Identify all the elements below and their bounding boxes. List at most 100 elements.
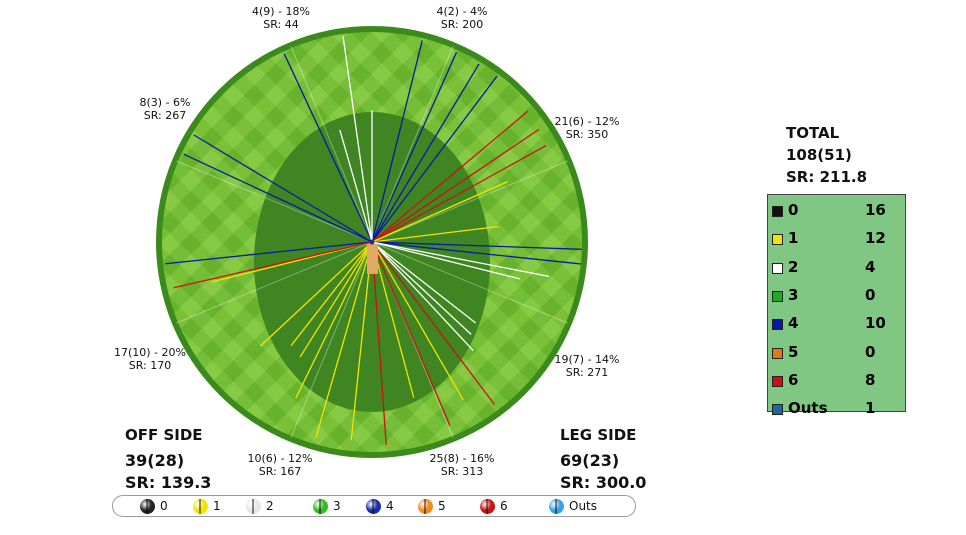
legend-swatch	[772, 375, 783, 387]
total-sr: SR: 211.8	[786, 168, 868, 186]
zone-divider	[175, 160, 373, 243]
shot-line-6	[371, 144, 547, 243]
shot-line-0	[371, 51, 458, 243]
legend-run-type: 6	[788, 370, 799, 389]
legend-run-type: 4	[788, 314, 799, 333]
zone-label-right-lower: 19(7) - 14% SR: 271	[554, 353, 620, 379]
run-type-legend: 0 16 1 12 2 4 3 0 4 10 5 0 6 8 Outs 1	[767, 194, 906, 417]
leg-side-title: LEG SIDE	[560, 426, 637, 444]
leg-side-summary: LEG SIDE 69(23) SR: 300.0	[560, 424, 646, 494]
off-side-score: 39(28)	[125, 451, 185, 470]
legend-run-type: Outs	[788, 399, 828, 418]
leg-side-score: 69(23)	[560, 451, 620, 470]
shot-line-1	[371, 63, 480, 243]
off-side-summary: OFF SIDE 39(28) SR: 139.3	[125, 424, 211, 494]
shot-line-25	[290, 241, 373, 346]
legend-run-type: 1	[788, 229, 799, 248]
shot-line-13	[371, 241, 476, 324]
shot-line-17	[371, 241, 464, 401]
bottom-legend-label: Outs	[569, 499, 598, 513]
legend-row-outs: Outs 1	[768, 399, 905, 421]
shot-line-22	[315, 241, 373, 438]
shot-line-26	[259, 241, 373, 347]
pitch	[367, 244, 378, 274]
shot-line-3	[371, 40, 423, 243]
batsman-point	[369, 239, 375, 245]
cricket-ball-icon	[140, 499, 155, 514]
zone-divider	[371, 45, 454, 243]
bottom-legend-label: 5	[438, 499, 446, 513]
cricket-ball-icon	[418, 499, 433, 514]
legend-count: 0	[865, 342, 876, 361]
shot-line-8	[371, 225, 499, 243]
legend-swatch	[772, 319, 783, 331]
legend-swatch	[772, 347, 783, 359]
legend-run-type: 5	[788, 342, 799, 361]
legend-row-4: 4 10	[768, 314, 905, 336]
shot-line-10	[371, 241, 581, 265]
legend-swatch	[772, 290, 783, 302]
shot-line-14	[371, 241, 472, 336]
bottom-legend-label: 0	[160, 499, 168, 513]
shot-line-15	[371, 241, 474, 351]
shot-line-18	[371, 241, 451, 426]
legend-run-type: 2	[788, 257, 799, 276]
bottom-legend-label: 6	[500, 499, 508, 513]
zone-divider	[290, 45, 373, 243]
shot-line-31	[183, 153, 373, 243]
legend-count: 16	[865, 201, 886, 219]
legend-run-type: 0	[788, 201, 799, 219]
bottom-legend: 0 1 2 3 4 5 6 Outs	[112, 495, 636, 517]
off-side-title: OFF SIDE	[125, 426, 203, 444]
leg-side-sr: SR: 300.0	[560, 473, 647, 492]
legend-swatch	[772, 404, 783, 416]
cricket-ball-icon	[366, 499, 381, 514]
shot-line-11	[371, 241, 550, 278]
shot-line-34	[342, 36, 373, 243]
legend-count: 0	[865, 285, 876, 304]
zone-label-bottom-left: 10(6) - 12% SR: 167	[247, 452, 313, 478]
shot-line-7	[371, 181, 508, 243]
zone-label-top-right: 4(2) - 4% SR: 200	[436, 5, 488, 31]
legend-swatch	[772, 262, 783, 274]
total-score: 108(51)	[786, 146, 852, 164]
shot-line-21	[350, 241, 373, 441]
cricket-ball-icon	[313, 499, 328, 514]
shot-line-16	[371, 241, 496, 405]
legend-swatch	[772, 234, 783, 246]
shot-line-29	[173, 241, 373, 289]
total-summary: TOTAL 108(51) SR: 211.8	[786, 122, 867, 188]
bottom-legend-label: 1	[213, 499, 221, 513]
zone-divider	[175, 241, 373, 324]
shot-line-4	[371, 110, 529, 243]
zone-label-fine-leg-top: 4(9) - 18% SR: 44	[252, 5, 310, 31]
off-side-sr: SR: 139.3	[125, 473, 212, 492]
shot-line-23	[295, 241, 373, 399]
zone-divider	[290, 241, 373, 439]
cricket-ball-icon	[549, 499, 564, 514]
shot-line-2	[371, 75, 498, 243]
shot-line-33	[339, 129, 373, 243]
bottom-legend-label: 4	[386, 499, 394, 513]
shot-line-24	[299, 241, 373, 358]
shot-line-32	[283, 53, 373, 243]
zone-divider	[371, 160, 569, 243]
shot-line-5	[371, 128, 540, 243]
legend-count: 1	[865, 399, 876, 418]
cricket-ball-icon	[246, 499, 261, 514]
legend-row-0: 0 16	[768, 201, 905, 223]
bottom-legend-label: 3	[333, 499, 341, 513]
zone-label-bottom-right: 25(8) - 16% SR: 313	[429, 452, 495, 478]
shot-line-28	[165, 241, 373, 265]
legend-count: 8	[865, 370, 876, 389]
shot-line-9	[371, 241, 582, 250]
shot-line-19	[371, 241, 415, 398]
legend-count: 4	[865, 257, 876, 276]
shot-line-12	[371, 241, 521, 280]
legend-run-type: 3	[788, 285, 799, 304]
